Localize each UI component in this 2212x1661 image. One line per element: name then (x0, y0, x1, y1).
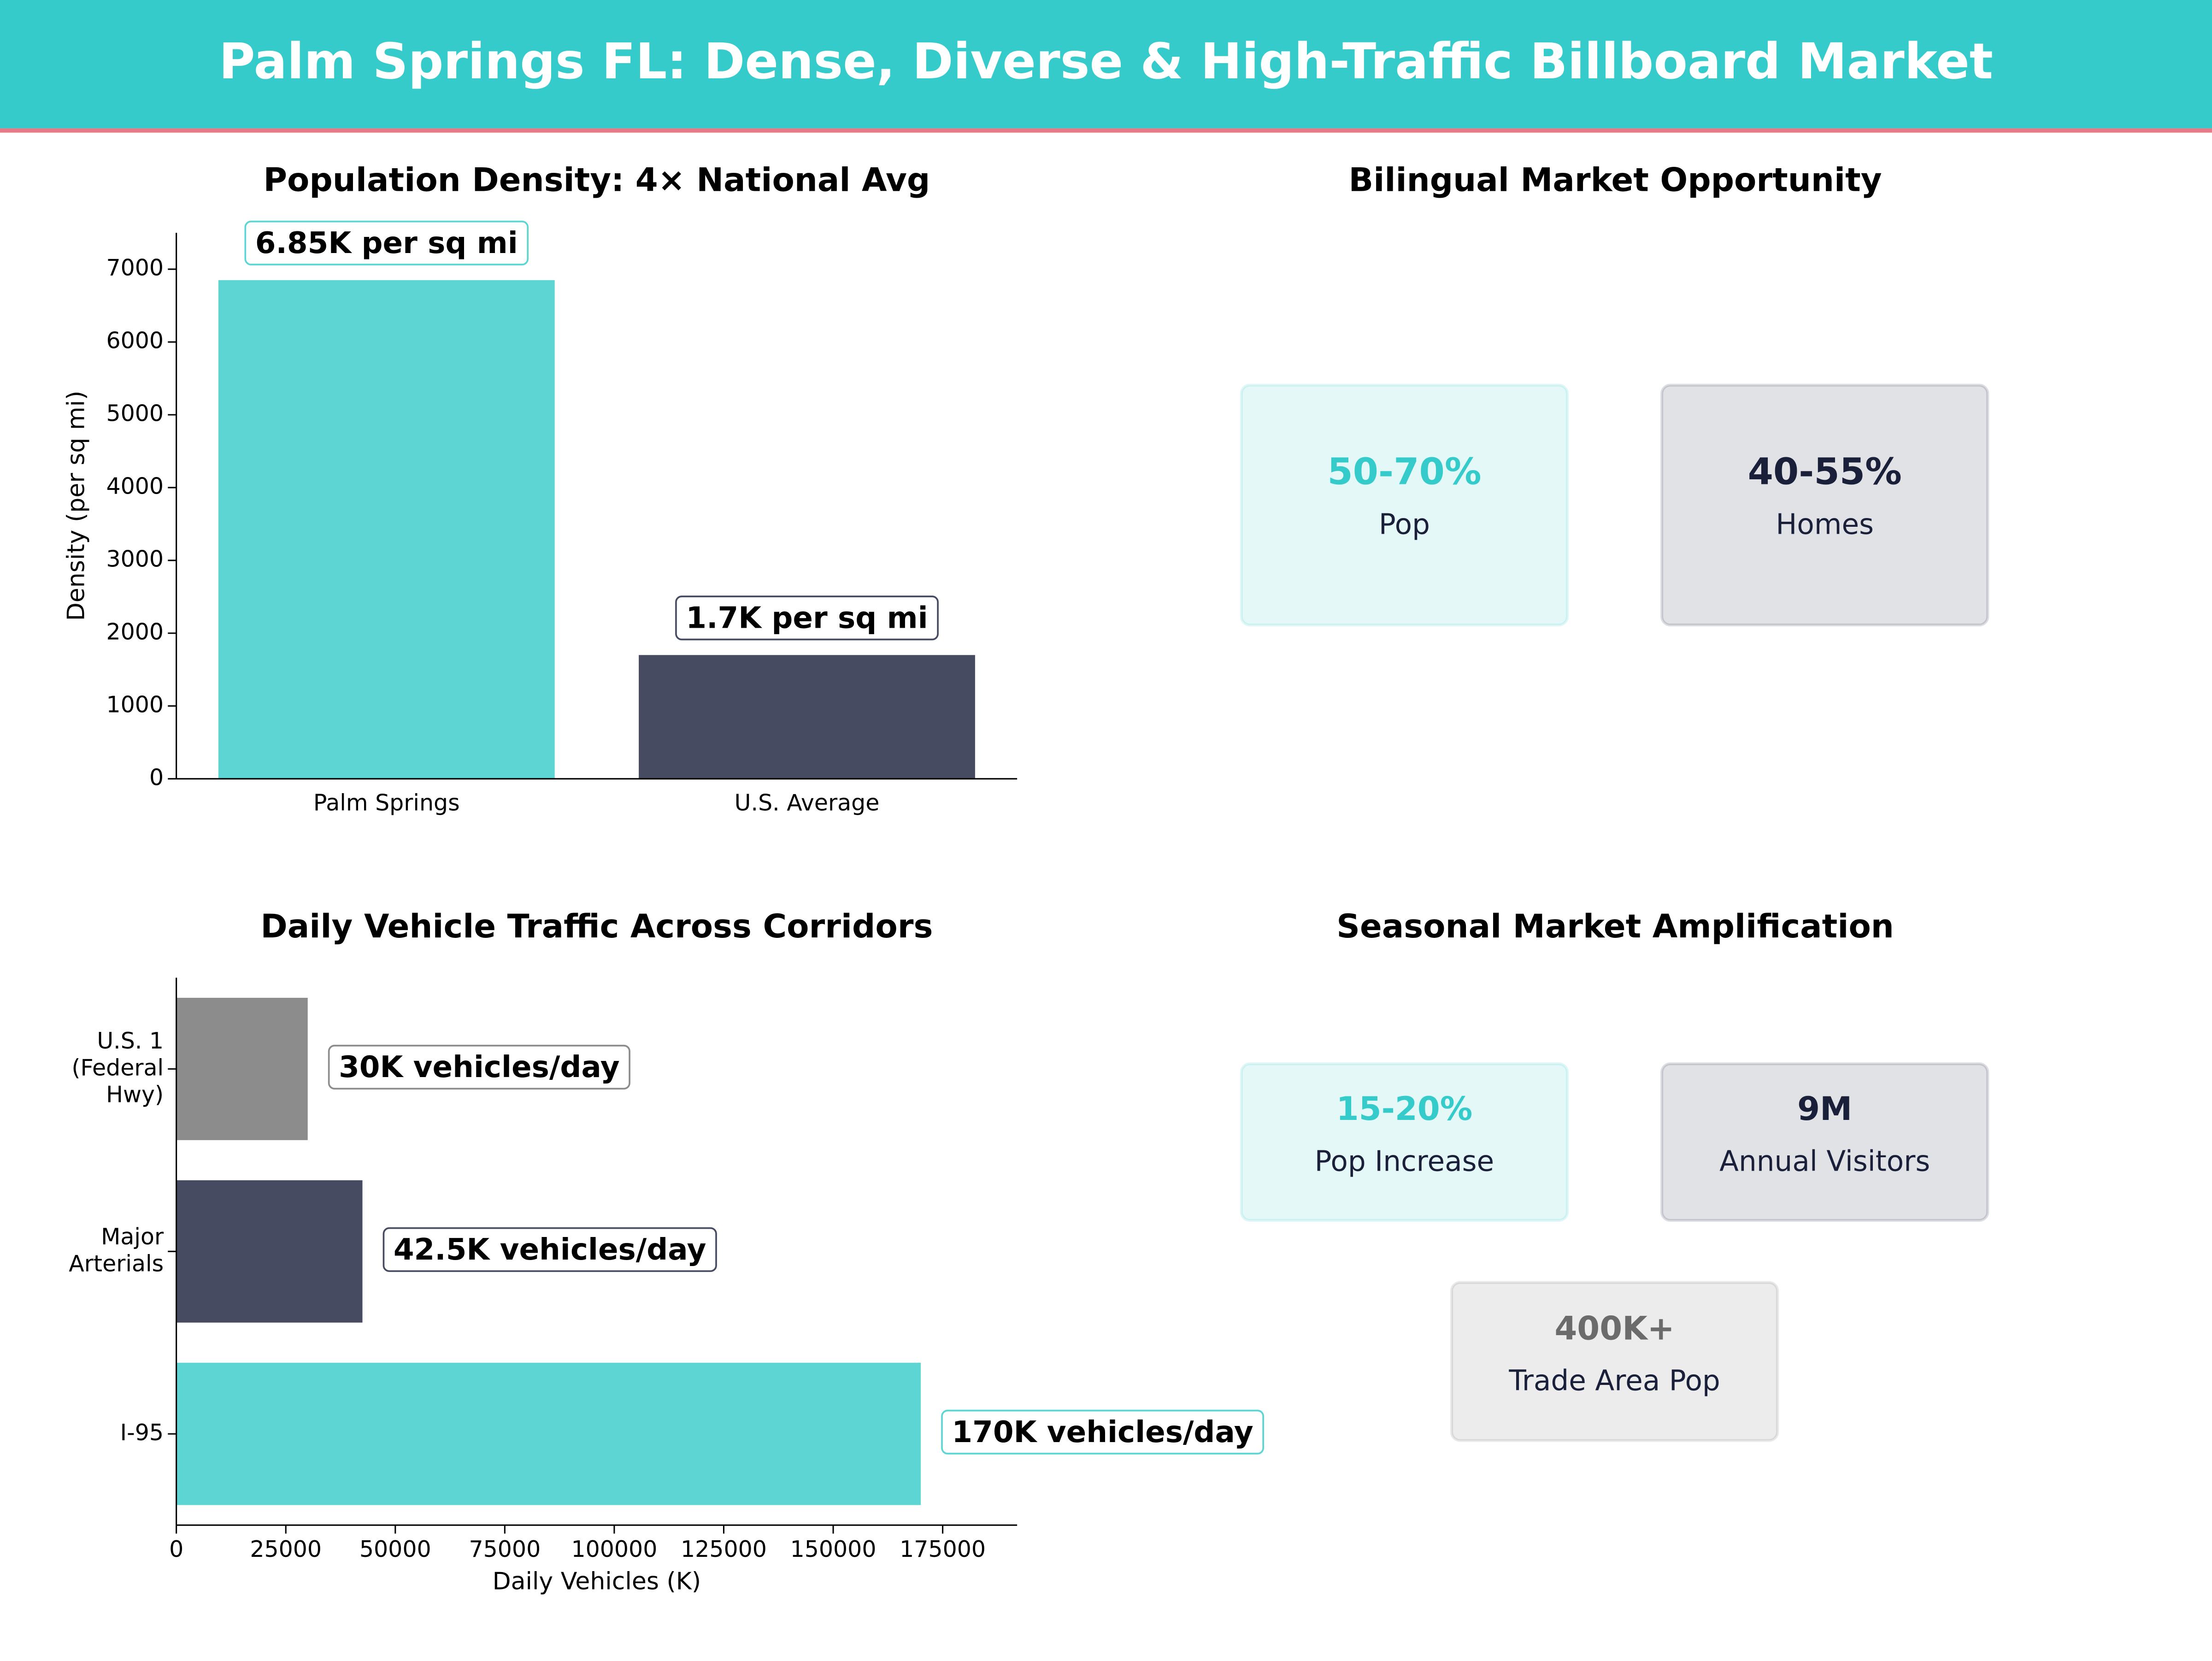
y-tick-label: 6000 (106, 328, 164, 354)
stat-value: 40-55% (1748, 450, 1902, 493)
x-tick-label: 50000 (359, 1536, 431, 1562)
x-tick-label: 75000 (469, 1536, 541, 1562)
y-tick-label: U.S. 1 (Federal Hwy) (71, 1028, 164, 1107)
stat-label: Annual Visitors (1719, 1145, 1930, 1178)
stat-card (1660, 383, 1989, 627)
header-band (0, 0, 2212, 129)
x-tick-label: 175000 (900, 1536, 986, 1562)
stat-label: Pop (1379, 508, 1430, 541)
stat-value: 50-70% (1327, 450, 1481, 493)
stat-value: 9M (1797, 1090, 1852, 1128)
y-tick-label: 1000 (106, 691, 164, 718)
page-title: Palm Springs FL: Dense, Diverse & High-T… (219, 33, 1993, 90)
value-label: 30K vehicles/day (339, 1050, 620, 1084)
y-tick-label: 5000 (106, 401, 164, 427)
value-label-box (941, 1409, 1265, 1455)
x-tick-label: 0 (169, 1536, 183, 1562)
bar (218, 280, 555, 779)
value-label-box (675, 595, 939, 641)
x-tick-label: 125000 (681, 1536, 767, 1562)
stat-value: 15-20% (1336, 1090, 1473, 1128)
x-tick-label: U.S. Average (735, 789, 880, 816)
y-tick-label: 3000 (106, 546, 164, 572)
value-label-box (328, 1044, 630, 1090)
stat-card (1450, 1281, 1779, 1442)
stat-card (1660, 1062, 1989, 1222)
chart-title: Daily Vehicle Traffic Across Corridors (260, 907, 933, 945)
x-tick-label: 150000 (790, 1536, 877, 1562)
header-rule (0, 128, 2212, 133)
stat-card (1240, 383, 1569, 627)
panel-title: Seasonal Market Amplification (1336, 907, 1894, 945)
value-label: 6.85K per sq mi (255, 226, 518, 260)
y-tick-label: 7000 (106, 255, 164, 281)
stat-label: Homes (1776, 508, 1874, 541)
bar (176, 997, 308, 1140)
y-tick-label: I-95 (120, 1420, 164, 1446)
stat-label: Pop Increase (1315, 1145, 1494, 1178)
value-label: 1.7K per sq mi (686, 601, 928, 635)
y-tick-label: 0 (149, 764, 164, 790)
stat-card (1240, 1062, 1569, 1222)
stat-label: Trade Area Pop (1508, 1365, 1720, 1397)
panel-title: Bilingual Market Opportunity (1349, 161, 1882, 199)
y-tick-label: 4000 (106, 473, 164, 499)
y-tick-label: Major Arterials (69, 1224, 164, 1277)
x-tick-label: 25000 (250, 1536, 322, 1562)
x-axis-label: Daily Vehicles (K) (493, 1568, 701, 1596)
value-label: 42.5K vehicles/day (394, 1232, 706, 1267)
bar (176, 1180, 363, 1323)
x-tick-label: Palm Springs (313, 789, 460, 816)
bar (639, 655, 975, 779)
bar (176, 1362, 921, 1505)
y-tick-label: 2000 (106, 618, 164, 645)
value-label: 170K vehicles/day (952, 1415, 1253, 1449)
y-axis-label: Density (per sq mi) (62, 391, 90, 621)
chart-title: Population Density: 4× National Avg (263, 161, 930, 199)
stat-value: 400K+ (1554, 1309, 1674, 1347)
x-tick-label: 100000 (571, 1536, 657, 1562)
value-label-box (244, 220, 529, 265)
value-label-box (382, 1227, 717, 1272)
